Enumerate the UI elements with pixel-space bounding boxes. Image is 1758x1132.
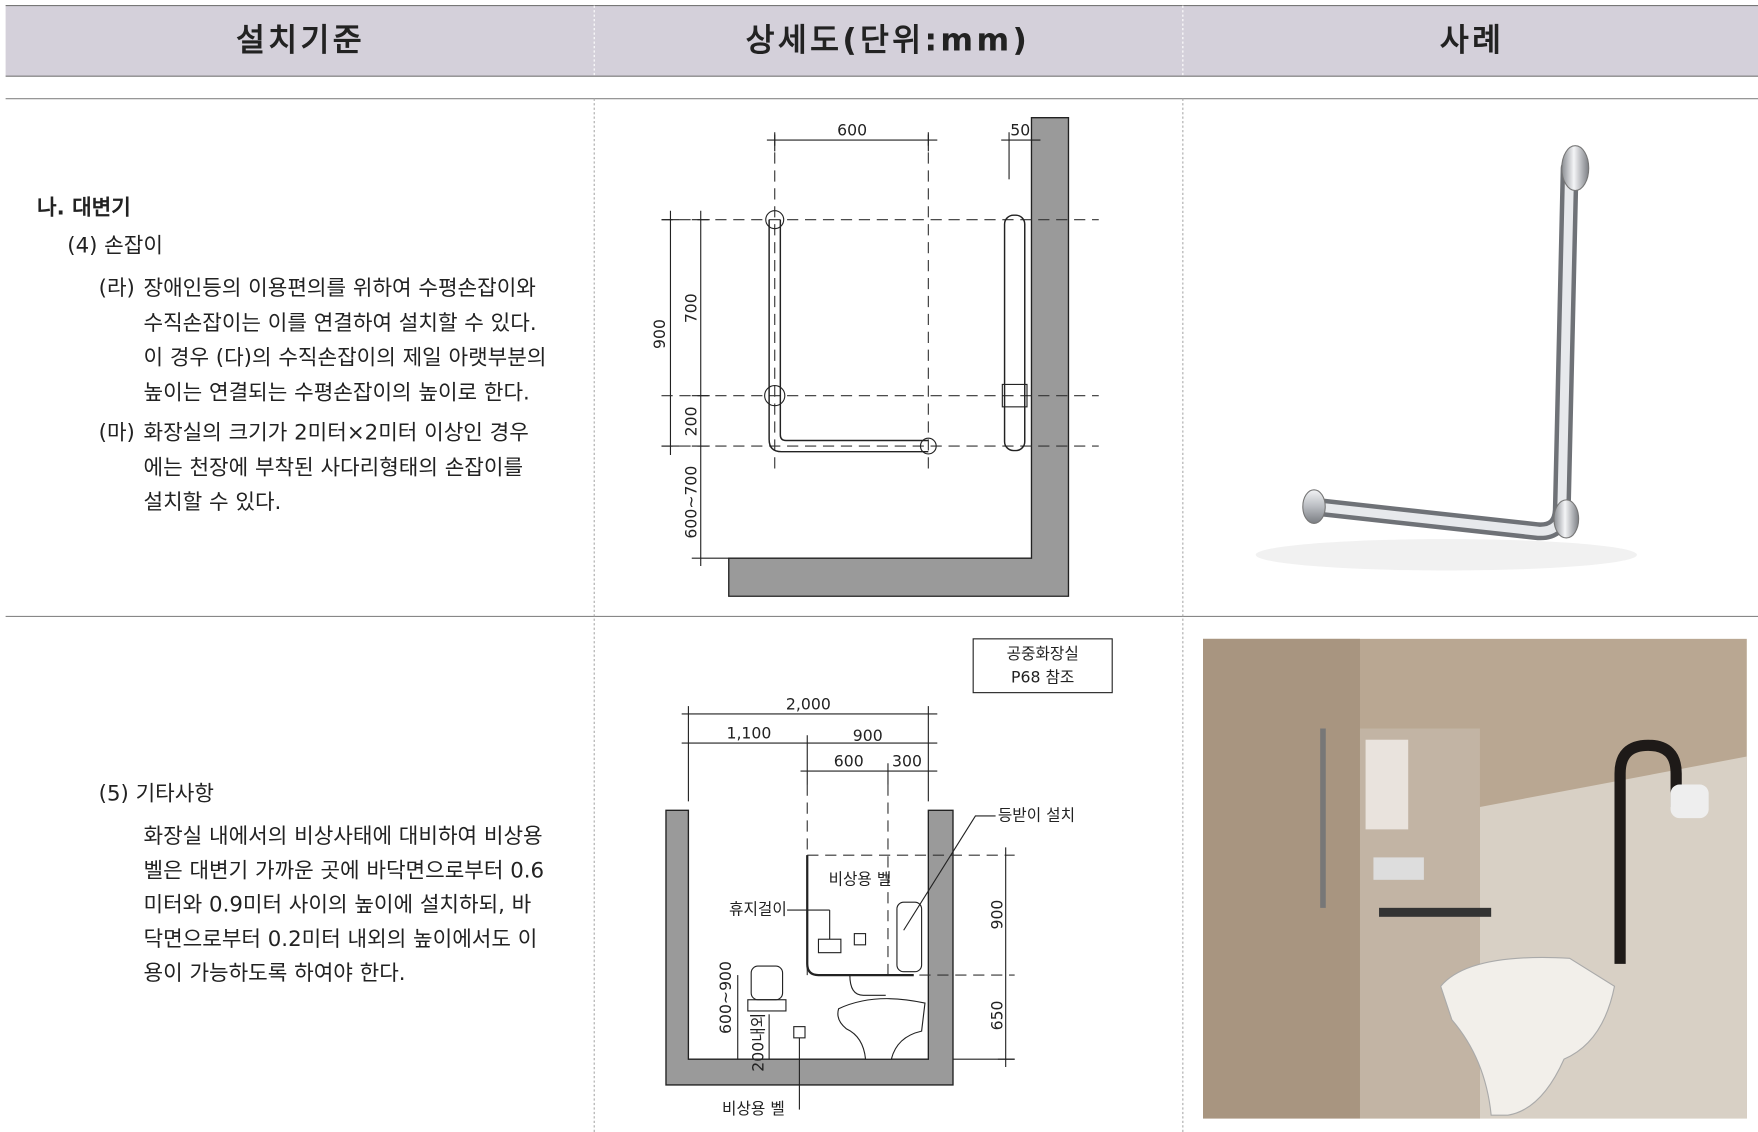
item-line: 높이는 연결되는 수평손잡이의 높이로 한다.: [144, 380, 530, 405]
callout: 휴지걸이: [729, 900, 787, 919]
dimension-label: 2,000: [786, 694, 831, 713]
reference-box: [972, 638, 1113, 694]
dimension-label: 300: [892, 752, 922, 771]
photo-grab-bar: [1255, 145, 1637, 571]
paragraph-line: 화장실 내에서의 비상사태에 대비하여 비상용: [144, 824, 543, 849]
item-line: 화장실의 크기가 2미터×2미터 이상인 경우: [144, 421, 529, 446]
dimension-label: 900: [987, 900, 1006, 930]
reference: P68 참조: [1011, 668, 1074, 687]
diagram-toilet: 공중화장실 P68 참조 2,000 1,100 900 600 300 등받이…: [665, 638, 1113, 1118]
item-marker: (라): [99, 276, 135, 301]
subsection-title: (5) 기타사항: [99, 782, 214, 807]
dimension-label: 650: [987, 1000, 1006, 1030]
wall: [665, 809, 954, 1086]
paragraph-line: 미터와 0.9미터 사이의 높이에 설치하되, 바: [144, 893, 532, 918]
subsection-title: (4) 손잡이: [67, 234, 163, 259]
reference: 공중화장실: [1007, 644, 1079, 663]
item-line: 설치할 수 있다.: [144, 490, 282, 515]
item-line: 수직손잡이는 이를 연결하여 설치할 수 있다.: [144, 311, 537, 336]
paragraph-line: 용이 가능하도록 하여야 한다.: [144, 961, 406, 986]
dimension-label: 900: [650, 319, 669, 349]
callout: 비상용 벨: [722, 1099, 785, 1118]
dimension-label: 600~700: [681, 466, 700, 539]
paragraph-line: 벨은 대변기 가까운 곳에 바닥면으로부터 0.6: [144, 858, 545, 883]
item-line: 에는 천장에 부착된 사다리형태의 손잡이를: [144, 455, 524, 480]
dimension-label: 1,100: [726, 724, 771, 743]
item-line: 이 경우 (다)의 수직손잡이의 제일 아랫부분의: [144, 346, 547, 371]
photo-restroom: [1203, 638, 1747, 1119]
item-marker: (마): [99, 421, 135, 446]
diagram-grab-bar: 600 50 900 700 200 600~700: [650, 117, 1099, 597]
dimension-label: 200내외: [749, 1013, 768, 1072]
paragraph-line: 닥면으로부터 0.2미터 내외의 높이에서도 이: [144, 927, 538, 952]
dimension-label: 700: [681, 293, 700, 323]
column-header: 사례: [1440, 22, 1504, 58]
item-line: 장애인등의 이용편의를 위하여 수평손잡이와: [144, 276, 536, 301]
section-title: 나. 대변기: [37, 195, 131, 220]
dimension-label: 600: [834, 752, 864, 771]
wall: [728, 117, 1070, 597]
dimension-label: 200: [681, 406, 700, 436]
dimension-label: 600: [837, 121, 867, 140]
dimension-label: 900: [853, 726, 883, 745]
bar: [768, 219, 929, 453]
header-band: [5, 5, 1758, 77]
column-header: 상세도(단위:mm): [746, 22, 1031, 58]
column-header: 설치기준: [236, 22, 365, 58]
callout: 등받이 설치: [998, 805, 1075, 824]
dimension-label: 600~900: [716, 961, 735, 1034]
dimension-label: 50: [1010, 121, 1030, 140]
callout: 비상용 벨: [829, 869, 892, 888]
